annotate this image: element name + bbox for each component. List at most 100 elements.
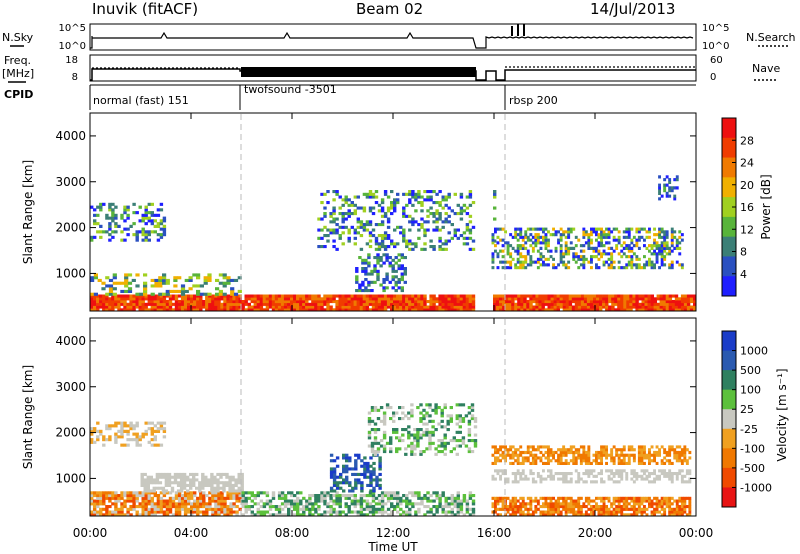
range-gate-cell	[345, 453, 349, 457]
range-gate-cell	[170, 486, 175, 490]
range-gate-cell	[422, 422, 426, 426]
range-gate-cell	[644, 305, 648, 309]
range-gate-cell	[214, 507, 218, 511]
range-gate-cell	[184, 289, 189, 293]
range-gate-cell	[511, 502, 515, 506]
range-gate-cell	[544, 294, 548, 298]
range-gate-cell	[187, 305, 191, 309]
range-gate-cell	[402, 510, 406, 514]
range-gate-cell	[607, 477, 611, 481]
range-gate-cell	[450, 302, 454, 306]
range-gate-cell	[393, 505, 397, 509]
range-gate-cell	[414, 192, 418, 196]
range-gate-cell	[187, 507, 191, 511]
range-gate-cell	[653, 459, 656, 463]
range-gate-cell	[180, 507, 185, 511]
range-gate-cell	[240, 478, 244, 482]
range-gate-cell	[569, 499, 573, 503]
range-gate-cell	[383, 502, 388, 506]
range-gate-cell	[456, 212, 460, 216]
range-gate-cell	[509, 461, 513, 465]
range-gate-cell	[541, 300, 545, 304]
range-gate-cell	[405, 513, 409, 517]
range-gate-cell	[683, 507, 687, 511]
range-gate-cell	[173, 478, 178, 482]
range-gate-cell	[332, 499, 336, 503]
range-gate-cell	[108, 513, 112, 517]
range-gate-cell	[499, 477, 502, 481]
range-gate-cell	[344, 212, 348, 216]
range-gate-cell	[625, 474, 629, 478]
range-gate-cell	[308, 502, 312, 506]
range-gate-cell	[420, 305, 424, 309]
range-gate-cell	[168, 496, 173, 500]
range-gate-cell	[411, 297, 415, 301]
range-gate-cell	[414, 510, 418, 514]
range-gate-cell	[168, 297, 173, 301]
range-gate-cell	[607, 263, 611, 267]
range-gate-cell	[320, 496, 324, 500]
range-gate-cell	[519, 233, 523, 237]
range-gate-cell	[491, 477, 495, 481]
range-gate-cell	[499, 499, 502, 503]
range-gate-cell	[569, 230, 573, 234]
range-gate-cell	[504, 505, 507, 509]
range-gate-cell	[339, 486, 343, 490]
range-gate-cell	[165, 302, 170, 306]
range-gate-cell	[458, 444, 462, 448]
range-gate-cell	[615, 499, 619, 503]
range-gate-cell	[335, 294, 339, 298]
range-gate-cell	[386, 294, 391, 298]
range-gate-cell	[280, 513, 285, 517]
range-gate-cell	[108, 496, 112, 500]
range-gate-cell	[656, 294, 660, 298]
range-gate-cell	[556, 297, 560, 301]
range-gate-cell	[344, 513, 348, 517]
range-gate-cell	[559, 505, 563, 509]
range-gate-cell	[374, 247, 379, 251]
range-gate-cell	[323, 234, 327, 238]
range-gate-cell	[232, 297, 236, 301]
range-gate-cell	[441, 195, 445, 199]
range-gate-cell	[362, 225, 367, 229]
range-gate-cell	[287, 308, 291, 312]
range-gate-cell	[597, 257, 601, 261]
range-gate-cell	[506, 450, 510, 455]
range-gate-cell	[180, 302, 185, 306]
range-gate-cell	[435, 494, 439, 498]
range-gate-cell	[108, 305, 112, 309]
range-gate-cell	[262, 300, 267, 304]
range-gate-cell	[650, 244, 654, 248]
range-gate-cell	[511, 507, 515, 511]
range-gate-cell	[401, 417, 405, 421]
range-gate-cell	[105, 294, 109, 298]
range-gate-cell	[612, 507, 616, 511]
range-gate-cell	[547, 448, 550, 452]
range-gate-cell	[120, 300, 124, 304]
range-gate-cell	[597, 461, 601, 465]
range-gate-cell	[335, 217, 339, 221]
range-gate-cell	[135, 435, 139, 439]
range-gate-cell	[434, 428, 438, 432]
range-gate-cell	[569, 496, 573, 500]
range-gate-cell	[93, 222, 97, 226]
range-gate-cell	[538, 300, 542, 304]
range-gate-cell	[99, 205, 103, 209]
range-gate-cell	[526, 510, 530, 514]
range-gate-cell	[426, 214, 430, 218]
range-gate-cell	[648, 260, 651, 264]
range-gate-cell	[432, 308, 436, 312]
range-gate-cell	[614, 300, 618, 304]
range-gate-cell	[369, 464, 373, 468]
range-gate-cell	[150, 499, 154, 503]
range-gate-cell	[395, 428, 399, 432]
range-gate-cell	[150, 505, 154, 509]
range-gate-cell	[388, 264, 392, 268]
range-gate-cell	[494, 227, 497, 231]
range-gate-cell	[144, 235, 148, 239]
range-gate-cell	[99, 208, 103, 212]
range-gate-cell	[366, 483, 370, 487]
range-gate-cell	[600, 472, 603, 476]
range-gate-cell	[491, 266, 495, 270]
range-gate-cell	[617, 235, 621, 239]
